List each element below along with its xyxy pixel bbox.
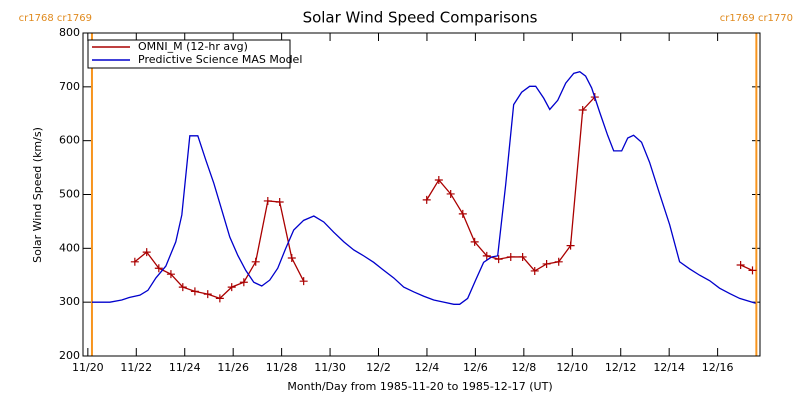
- point-marker: [748, 266, 757, 275]
- point-marker: [506, 252, 515, 261]
- point-marker: [239, 278, 248, 287]
- carrington-label: cr1769 cr1770: [720, 13, 793, 24]
- y-tick-label: 700: [59, 80, 80, 93]
- x-axis-label: Month/Day from 1985-11-20 to 1985-12-17 …: [287, 380, 552, 393]
- y-tick-label: 500: [59, 188, 80, 201]
- point-marker: [446, 189, 455, 198]
- point-marker: [736, 261, 745, 270]
- y-tick-label: 300: [59, 295, 80, 308]
- legend-label: OMNI_M (12-hr avg): [138, 40, 248, 53]
- y-tick-label: 600: [59, 134, 80, 147]
- plot-frame: [82, 32, 761, 357]
- point-marker: [566, 241, 575, 250]
- point-marker: [458, 209, 467, 218]
- x-tick-label: 12/4: [415, 361, 440, 374]
- point-marker: [287, 254, 296, 263]
- point-marker: [542, 259, 551, 268]
- point-marker: [482, 251, 491, 260]
- x-tick-label: 12/6: [463, 361, 488, 374]
- point-marker: [263, 196, 272, 205]
- carrington-label: cr1768 cr1769: [19, 13, 92, 24]
- legend-label: Predictive Science MAS Model: [138, 53, 302, 66]
- point-marker: [494, 255, 503, 264]
- point-marker: [178, 283, 187, 292]
- series-line: [740, 264, 753, 271]
- point-marker: [227, 283, 236, 292]
- point-marker: [299, 277, 308, 286]
- x-tick-label: 12/8: [511, 361, 536, 374]
- point-marker: [275, 198, 284, 207]
- x-tick-label: 12/16: [702, 361, 734, 374]
- series-line: [91, 71, 756, 305]
- y-tick-label: 800: [59, 26, 80, 39]
- x-tick-label: 12/2: [366, 361, 391, 374]
- point-marker: [166, 270, 175, 279]
- x-tick-label: 11/28: [266, 361, 298, 374]
- x-tick-label: 11/22: [120, 361, 152, 374]
- point-marker: [154, 264, 163, 273]
- point-marker: [554, 257, 563, 266]
- point-marker: [422, 195, 431, 204]
- x-tick-label: 11/26: [217, 361, 249, 374]
- point-marker: [251, 257, 260, 266]
- point-marker: [578, 105, 587, 114]
- chart-title: Solar Wind Speed Comparisons: [303, 9, 538, 27]
- point-marker: [215, 294, 224, 303]
- x-tick-label: 12/10: [556, 361, 588, 374]
- x-tick-label: 12/14: [653, 361, 685, 374]
- legend-box: [87, 39, 291, 69]
- point-marker: [470, 237, 479, 246]
- point-marker: [434, 175, 443, 184]
- x-tick-label: 12/12: [605, 361, 637, 374]
- y-tick-label: 400: [59, 241, 80, 254]
- point-marker: [530, 266, 539, 275]
- point-marker: [190, 287, 199, 296]
- point-marker: [130, 257, 139, 266]
- point-marker: [142, 248, 151, 257]
- x-tick-label: 11/20: [72, 361, 104, 374]
- y-axis-label: Solar Wind Speed (km/s): [31, 127, 44, 263]
- y-tick-label: 200: [59, 349, 80, 362]
- x-tick-label: 11/24: [169, 361, 201, 374]
- point-marker: [203, 290, 212, 299]
- x-tick-label: 11/30: [314, 361, 346, 374]
- point-marker: [518, 252, 527, 261]
